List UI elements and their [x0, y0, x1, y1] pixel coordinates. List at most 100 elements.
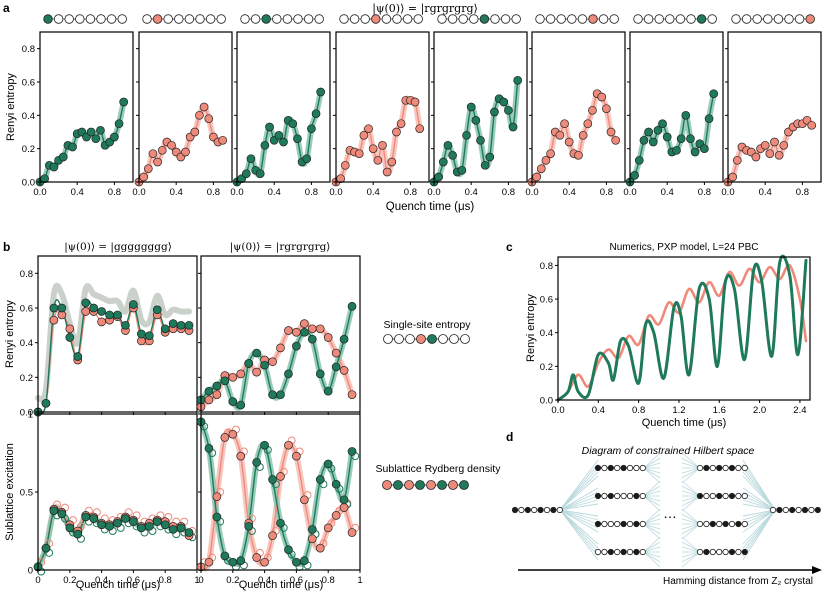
data-point: [373, 155, 383, 165]
state-chain-site: [703, 464, 710, 472]
x-tick-label: 0.8: [322, 575, 335, 586]
fan-line: [643, 467, 661, 484]
data-point: [293, 134, 302, 144]
data-point: [662, 132, 672, 142]
z2-chain-site: [518, 506, 525, 514]
state-chain-site: [741, 464, 748, 472]
axes-frame: [335, 31, 430, 183]
fan-line: [742, 471, 776, 511]
panel-c: 0.0 0.4 0.8 1.2 1.6 2.0 2.4 0.0 0.2 0.4 0.6 0.8 Nume…: [525, 242, 811, 429]
data-point: [228, 557, 238, 567]
data-point: [672, 145, 681, 155]
y-tick-label: 0.6: [540, 295, 553, 306]
site-indicator-site: [643, 14, 654, 24]
site-indicator-site: [163, 14, 173, 24]
legend-chain-site: [383, 334, 393, 344]
data-point: [354, 149, 364, 159]
data-point: [779, 140, 789, 150]
x-tick-label: 0.0: [525, 187, 538, 198]
data-point: [152, 517, 162, 526]
z2-chain-site: [776, 506, 783, 514]
x-tick-label: 0.0: [551, 405, 564, 416]
data-point: [331, 348, 341, 358]
data-point: [204, 557, 214, 567]
data-point: [443, 140, 453, 150]
data-point: [546, 149, 555, 159]
state-chain-site: [728, 520, 736, 528]
data-point: [532, 172, 542, 182]
legend-chain-site: [382, 480, 392, 490]
data-point: [236, 451, 246, 461]
x-tick-label: 0.2: [63, 575, 76, 586]
fan-line: [742, 503, 776, 511]
x-tick-label: 0.4: [170, 187, 183, 198]
data-point: [81, 307, 91, 316]
legend-chain-site: [394, 334, 404, 344]
fan-line: [681, 551, 701, 563]
site-indicator-site: [96, 14, 106, 24]
axes-frame: [39, 31, 134, 183]
state-chain-site: [639, 548, 646, 556]
series-line: [556, 254, 808, 402]
fan-line: [643, 541, 661, 553]
axes-frame: [433, 31, 528, 183]
state-chain-site: [633, 520, 640, 528]
fan-line: [681, 546, 701, 553]
y-tick-label: 0.2: [20, 373, 33, 384]
site-indicator-site: [479, 14, 490, 24]
fan-line: [643, 518, 661, 525]
site-indicator-site: [741, 14, 752, 24]
x-tick-label: 0.4: [258, 575, 271, 586]
data-point: [499, 97, 509, 107]
data-point: [392, 127, 401, 137]
data-point: [143, 164, 153, 174]
data-point: [204, 114, 214, 124]
state-chain-site: [614, 548, 621, 556]
data-point: [244, 359, 254, 368]
data-point: [284, 440, 293, 450]
axes-frame: [727, 31, 822, 183]
x-tick-label: 0.8: [600, 187, 613, 198]
state-chain-site: [639, 492, 646, 500]
x-tick-label: 0.8: [796, 187, 809, 198]
data-point: [630, 170, 640, 180]
x-tick-label: 0.4: [465, 187, 478, 198]
data-point: [760, 140, 770, 150]
x-tick-label: 0.0: [623, 187, 636, 198]
state-chain-site: [696, 464, 704, 472]
data-point: [114, 119, 124, 129]
data-point: [339, 366, 349, 375]
data-point: [241, 169, 251, 179]
state-chain-site: [614, 520, 621, 528]
z2-chain-site: [795, 506, 802, 514]
data-point: [144, 331, 154, 341]
data-point: [41, 398, 51, 408]
data-point: [212, 381, 222, 391]
data-point: [364, 124, 373, 134]
state-chain-site: [696, 548, 704, 556]
site-indicator-site: [437, 14, 447, 24]
site-indicator-site: [707, 14, 717, 24]
data-point: [255, 169, 265, 179]
state-chain-site: [607, 464, 614, 472]
data-point: [284, 326, 293, 335]
site-indicator-site: [763, 14, 773, 24]
data-point: [65, 324, 75, 334]
site-indicator-site: [545, 14, 556, 24]
x-tick-label: 2.4: [793, 405, 806, 416]
data-point: [105, 310, 114, 320]
site-indicator-site: [696, 14, 707, 24]
fan-line: [681, 536, 701, 553]
x-tick-label: 0.4: [268, 187, 281, 198]
state-chain-site: [620, 520, 627, 528]
data-point: [648, 137, 658, 147]
x-tick-label: 0.0: [132, 187, 145, 198]
x-tick-label: 1: [194, 575, 199, 586]
data-point: [276, 390, 285, 400]
fan-line: [742, 509, 776, 517]
data-point: [153, 157, 162, 167]
data-point: [639, 135, 649, 145]
state-chain-site: [594, 492, 602, 500]
data-point: [279, 137, 288, 147]
x-tick-label: 1: [357, 575, 362, 586]
